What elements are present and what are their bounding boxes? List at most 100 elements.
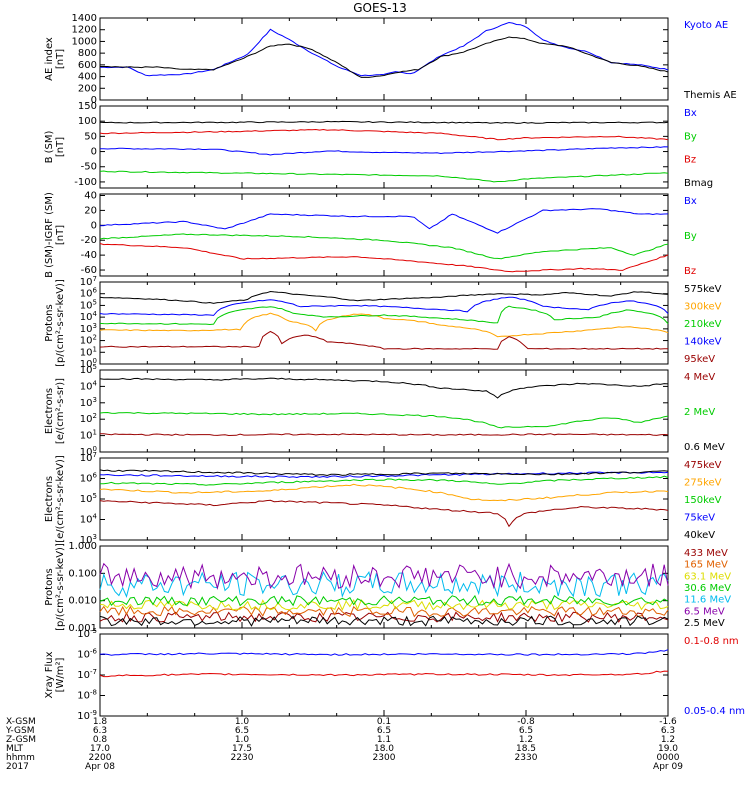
legend-label: Bmag <box>684 178 713 189</box>
x-column-value: 18.5 <box>516 744 536 754</box>
y-tick-label: 200 <box>78 83 97 94</box>
series-line-electrons_hi-1 <box>99 411 669 429</box>
series-line-electrons_lo-0 <box>99 499 669 528</box>
x-column-value: 0.8 <box>93 735 108 745</box>
series-line-ae-0 <box>99 21 669 77</box>
y-tick-label: -60 <box>81 265 97 276</box>
y-tick-label: 0 <box>91 95 97 106</box>
y-tick-label: 1.000 <box>68 541 97 552</box>
y-tick-label: 50 <box>84 131 97 142</box>
legend-label: 30.6 MeV <box>684 583 731 594</box>
y-tick-label: -20 <box>81 235 97 246</box>
y-tick-label: 1200 <box>72 25 97 36</box>
y-tick-label: 100 <box>78 116 97 127</box>
series-line-bsm-2 <box>99 128 669 141</box>
series-line-bigrf-1 <box>99 233 669 260</box>
series-line-protons_mev-1 <box>99 605 669 618</box>
series-line-protons_mev-5 <box>99 562 669 590</box>
panel-electrons_lo: 103104105106107Electrons[e/(cm²-s-sr-keV… <box>44 451 722 546</box>
legend-label: 2 MeV <box>684 407 715 418</box>
legend-label: Bz <box>684 266 696 277</box>
x-column-value: 17.0 <box>90 744 110 754</box>
x-row-label: X-GSM <box>6 717 36 727</box>
x-axis-table: X-GSMY-GSMZ-GSMMLThhmm20171.86.30.817.02… <box>5 717 683 772</box>
y-tick-label: 10-5 <box>77 627 97 640</box>
panel-frame <box>99 17 669 101</box>
series-line-bsm-0 <box>100 146 669 156</box>
y-tick-label: 0.010 <box>68 596 97 607</box>
figure-title: GOES-13 <box>353 1 407 15</box>
legend-label: Bz <box>684 155 696 166</box>
legend-label: Themis AE <box>683 90 737 101</box>
y-tick-label: 10-7 <box>77 668 97 681</box>
y-tick-label: 10-8 <box>77 689 97 702</box>
y-tick-label: 105 <box>80 492 97 505</box>
legend-label: 4 MeV <box>684 372 715 383</box>
y-tick-label: -100 <box>74 177 97 188</box>
legend-label: 0.1-0.8 nm <box>684 636 739 647</box>
series-line-protons_mev-3 <box>99 594 669 607</box>
y-tick-label: -50 <box>81 162 97 173</box>
x-column-value: 1.0 <box>235 735 250 745</box>
x-row-label: Z-GSM <box>6 735 36 745</box>
legend-label: By <box>684 231 697 242</box>
series-line-bigrf-2 <box>99 243 669 273</box>
legend-label: 75keV <box>684 513 715 524</box>
series-line-bsm-3 <box>99 120 669 124</box>
x-column-value: 18.0 <box>374 744 394 754</box>
y-tick-label: 104 <box>80 513 98 526</box>
x-column-value: 2230 <box>231 753 254 763</box>
y-tick-label: 0 <box>91 147 97 158</box>
legend-label: 140keV <box>684 337 722 348</box>
legend-label: 95keV <box>684 354 715 365</box>
y-tick-label: 20 <box>84 205 97 216</box>
legend-label: By <box>684 131 697 142</box>
x-row-label: 2017 <box>6 762 29 772</box>
x-column-value: 1.2 <box>661 735 675 745</box>
x-row-label: hhmm <box>6 753 35 763</box>
legend-label: 0.05-0.4 nm <box>684 706 745 717</box>
y-tick-label: 105 <box>80 363 97 376</box>
panel-frame <box>99 457 669 541</box>
x-column-value: 6.5 <box>377 726 391 736</box>
legend-label: 210keV <box>684 319 722 330</box>
series-line-bigrf-0 <box>99 208 669 234</box>
y-axis-label: Electrons[e/(cm²-s-sr-keV)] <box>44 455 66 543</box>
series-line-xray-1 <box>99 649 669 656</box>
legend-label: 300keV <box>684 302 722 313</box>
series-line-electrons_lo-1 <box>99 483 669 502</box>
series-line-electrons_lo-4 <box>99 469 669 477</box>
y-tick-label: 103 <box>80 396 97 409</box>
series-line-electrons_hi-0 <box>100 433 669 437</box>
series-line-protons_hi-3 <box>99 296 669 316</box>
y-tick-label: 102 <box>80 412 97 425</box>
legend-label: 0.6 MeV <box>684 442 725 453</box>
legend-label: 433 MeV <box>684 548 728 559</box>
legend-label: 2.5 MeV <box>684 618 725 629</box>
x-column-value: 6.5 <box>235 726 249 736</box>
x-column-value: -0.8 <box>517 717 535 727</box>
y-tick-label: 104 <box>80 379 98 392</box>
y-tick-label: 400 <box>78 72 97 83</box>
panel-frame <box>99 193 669 277</box>
legend-label: 275keV <box>684 478 722 489</box>
x-column-value: 17.5 <box>232 744 252 754</box>
x-column-value: 0000 <box>657 753 680 763</box>
panel-protons_mev: 0.001 0.010 0.100 1.000Protons[p/(cm²-s-sr-… <box>44 541 731 634</box>
panel-frame <box>99 105 669 189</box>
legend-label: 63.1 MeV <box>684 571 731 582</box>
legend-label: 165 MeV <box>684 560 728 571</box>
x-column-value: 6.3 <box>661 726 675 736</box>
legend-label: 475keV <box>684 460 722 471</box>
series-line-protons_hi-1 <box>99 312 669 338</box>
x-row-label: MLT <box>6 744 24 754</box>
x-column-value: 1.8 <box>93 717 108 727</box>
panel-protons_hi: 100101102103104105106107Protons[p/(cm²-s… <box>44 275 722 370</box>
legend-label: 6.5 MeV <box>684 606 725 617</box>
series-line-ae-1 <box>100 36 669 78</box>
y-tick-label: 101 <box>80 429 97 442</box>
y-tick-label: 1000 <box>72 36 97 47</box>
x-column-value: 19.0 <box>658 744 678 754</box>
x-column-value: 2200 <box>89 753 112 763</box>
